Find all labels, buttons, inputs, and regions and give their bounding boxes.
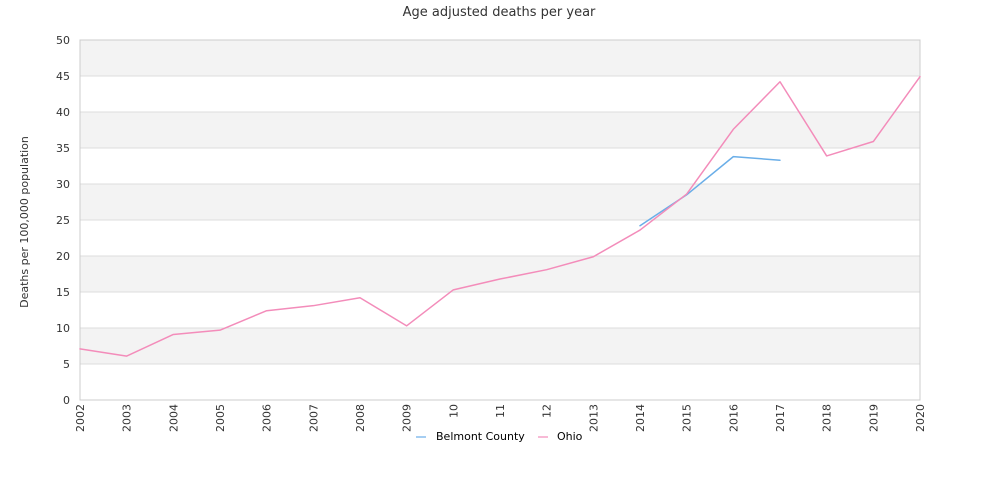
- x-tick-label: 10: [447, 404, 460, 418]
- data-point-ohio[interactable]: [451, 287, 456, 292]
- x-tick-label: 2015: [681, 404, 694, 432]
- data-point-belmont-county[interactable]: [731, 154, 736, 159]
- series-lines: [78, 74, 923, 359]
- y-tick-label: 20: [56, 250, 70, 263]
- y-axis-label: Deaths per 100,000 population: [18, 136, 31, 308]
- x-tick-label: 2017: [774, 404, 787, 432]
- data-point-ohio[interactable]: [638, 228, 643, 233]
- data-point-ohio[interactable]: [311, 303, 316, 308]
- x-axis-ticks: 2002 2003 2004 2005 2006 2007 2008 2009 10 11 12 20…: [74, 404, 927, 432]
- data-point-ohio[interactable]: [218, 328, 223, 333]
- y-tick-label: 15: [56, 286, 70, 299]
- data-point-ohio[interactable]: [124, 354, 129, 359]
- data-point-ohio[interactable]: [731, 127, 736, 132]
- data-point-ohio[interactable]: [404, 323, 409, 328]
- legend-item-belmont-county[interactable]: Belmont County: [416, 430, 525, 443]
- x-tick-label: 12: [541, 404, 554, 418]
- x-tick-label: 2019: [867, 404, 880, 432]
- x-tick-label: 2020: [914, 404, 927, 432]
- y-tick-label: 25: [56, 214, 70, 227]
- x-tick-label: 2008: [354, 404, 367, 432]
- data-point-ohio[interactable]: [871, 139, 876, 144]
- data-point-ohio[interactable]: [264, 308, 269, 313]
- data-point-ohio[interactable]: [171, 332, 176, 337]
- x-tick-label: 2013: [587, 404, 600, 432]
- data-point-belmont-county[interactable]: [638, 223, 643, 228]
- x-tick-label: 2004: [167, 404, 180, 432]
- x-tick-label: 11: [494, 404, 507, 418]
- y-tick-label: 40: [56, 106, 70, 119]
- background-band: [80, 112, 920, 148]
- data-point-ohio[interactable]: [498, 277, 503, 282]
- x-tick-label: 2009: [401, 404, 414, 432]
- x-tick-label: 2014: [634, 404, 647, 432]
- x-tick-label: 2006: [261, 404, 274, 432]
- chart-title: Age adjusted deaths per year: [403, 5, 596, 20]
- background-band: [80, 40, 920, 76]
- y-tick-label: 5: [63, 358, 70, 371]
- y-tick-label: 35: [56, 142, 70, 155]
- y-axis-ticks: 0 5 10 15 20 25 30 35 40 45 50: [56, 34, 70, 407]
- data-point-ohio[interactable]: [778, 79, 783, 84]
- legend-item-ohio[interactable]: Ohio: [538, 430, 583, 443]
- y-tick-label: 0: [63, 394, 70, 407]
- data-point-belmont-county[interactable]: [778, 158, 783, 163]
- plot-frame: [79, 39, 921, 401]
- background-band: [80, 328, 920, 364]
- y-tick-label: 50: [56, 34, 70, 47]
- legend: Belmont County Ohio: [416, 430, 583, 443]
- y-tick-label: 30: [56, 178, 70, 191]
- x-tick-label: 2018: [821, 404, 834, 432]
- data-point-ohio[interactable]: [544, 267, 549, 272]
- background-band: [80, 256, 920, 292]
- legend-label-belmont-county: Belmont County: [436, 430, 525, 443]
- data-point-ohio[interactable]: [591, 254, 596, 259]
- y-tick-label: 45: [56, 70, 70, 83]
- data-point-ohio[interactable]: [684, 192, 689, 197]
- x-tick-label: 2002: [74, 404, 87, 432]
- legend-label-ohio: Ohio: [557, 430, 583, 443]
- x-tick-label: 2016: [727, 404, 740, 432]
- series-line-ohio[interactable]: [79, 75, 921, 357]
- x-tick-label: 2003: [121, 404, 134, 432]
- plot-background-bands: [80, 40, 920, 364]
- y-tick-label: 10: [56, 322, 70, 335]
- data-point-ohio[interactable]: [358, 295, 363, 300]
- x-tick-label: 2007: [307, 404, 320, 432]
- series-line-belmont-county[interactable]: [639, 155, 781, 227]
- data-point-ohio[interactable]: [78, 346, 83, 351]
- data-point-ohio[interactable]: [918, 74, 923, 79]
- x-tick-label: 2005: [214, 404, 227, 432]
- data-point-ohio[interactable]: [824, 153, 829, 158]
- background-band: [80, 184, 920, 220]
